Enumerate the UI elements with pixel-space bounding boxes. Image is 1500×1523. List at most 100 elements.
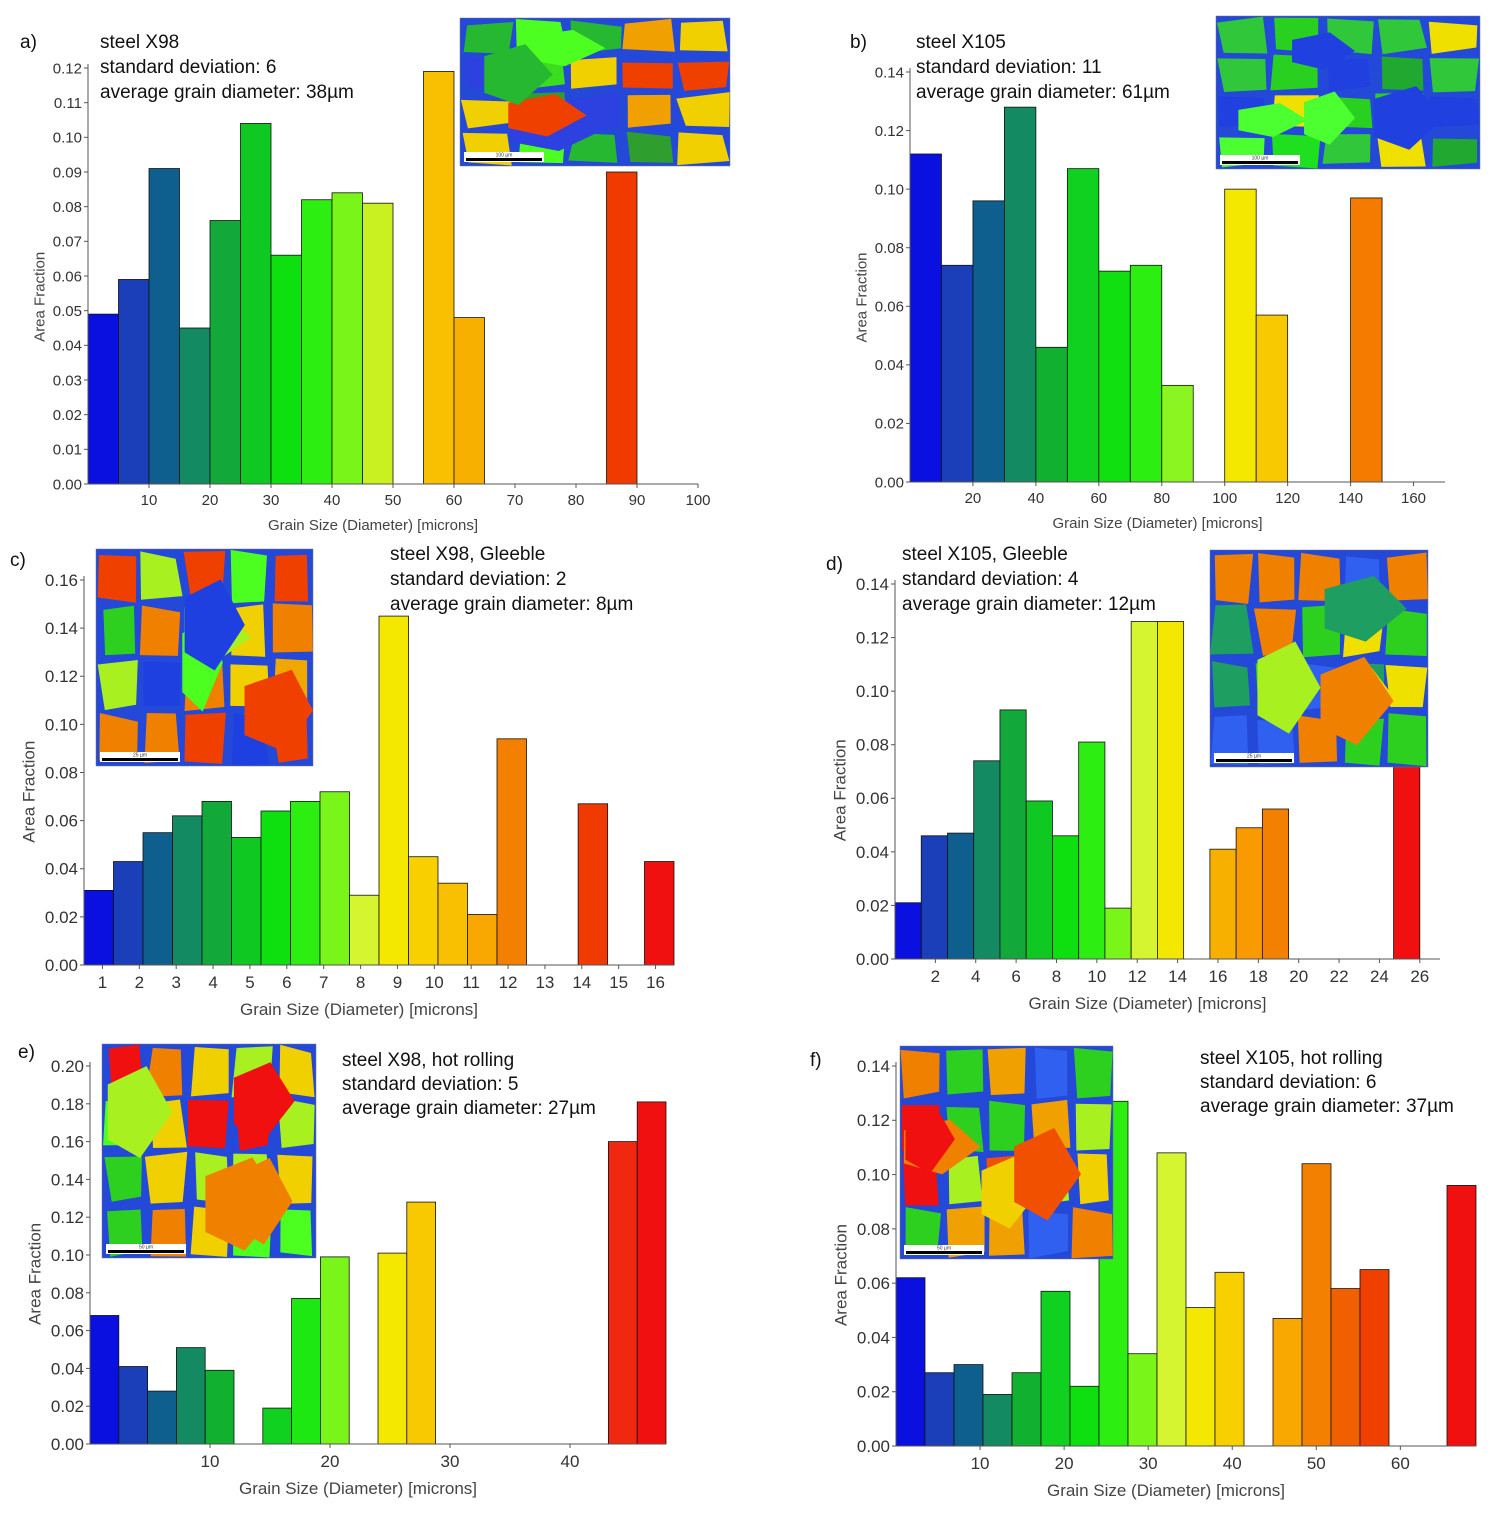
- bar: [231, 837, 262, 966]
- x-axis-title: Grain Size (Diameter) [microns]: [1052, 515, 1262, 532]
- x-tick-label: 13: [535, 973, 554, 992]
- bar: [319, 791, 350, 966]
- y-tick-label: 0.02: [857, 1383, 890, 1402]
- x-tick-label: 1: [98, 973, 107, 992]
- y-tick-label: 0.04: [857, 1328, 890, 1347]
- bar: [87, 313, 119, 485]
- bar: [1185, 1307, 1216, 1447]
- x-tick-label: 24: [1370, 967, 1389, 986]
- microstructure-inset: 25 µm: [1209, 549, 1429, 768]
- y-axis-title: Area Fraction: [832, 1224, 851, 1326]
- bar: [1104, 907, 1132, 960]
- y-tick-label: 0.01: [53, 442, 82, 459]
- y-tick-label: 0.00: [875, 474, 904, 491]
- x-tick-label: 18: [1249, 967, 1268, 986]
- y-tick-label: 0.07: [53, 234, 82, 251]
- bar: [1040, 1290, 1071, 1447]
- bar: [1025, 800, 1053, 960]
- bar: [204, 1369, 235, 1445]
- info-text-line: steel X98, hot rolling: [342, 1050, 514, 1071]
- bar: [909, 153, 942, 483]
- x-tick-label: 12: [1128, 967, 1147, 986]
- info-text-line: standard deviation: 2: [390, 569, 566, 590]
- x-tick-label: 60: [446, 492, 463, 509]
- panel-d-chart: d)0.000.020.040.060.080.100.120.142 4 6 8 10…: [826, 544, 1440, 1013]
- y-axis-title: Area Fraction: [20, 741, 39, 843]
- scale-bar-label: 100 µm: [1252, 156, 1269, 162]
- scale-bar-label: 100 µm: [496, 153, 513, 159]
- y-tick-label: 0.08: [45, 763, 78, 782]
- bar: [636, 1101, 667, 1445]
- microstructure-inset: 100 µm: [459, 17, 731, 167]
- microstructure-inset: 25 µm: [95, 548, 314, 767]
- bar: [89, 1315, 120, 1445]
- y-tick-label: 0.04: [45, 860, 78, 879]
- y-tick-label: 0.08: [856, 736, 889, 755]
- bar: [953, 1364, 984, 1447]
- bar: [1157, 621, 1185, 960]
- y-tick-label: 0.12: [53, 60, 82, 77]
- bar: [262, 1407, 292, 1445]
- x-tick-label: 10: [201, 1452, 220, 1471]
- y-tick-label: 0.10: [856, 682, 889, 701]
- y-tick-label: 0.18: [51, 1095, 84, 1114]
- bars: [894, 621, 1421, 960]
- bar: [1127, 1353, 1158, 1447]
- bar: [941, 264, 974, 483]
- x-tick-label: 20: [202, 492, 219, 509]
- x-tick-label: 12: [499, 973, 518, 992]
- y-tick-label: 0.10: [45, 715, 78, 734]
- bar: [319, 1256, 350, 1445]
- bar: [895, 1277, 926, 1447]
- x-tick-label: 16: [1209, 967, 1228, 986]
- y-tick-label: 0.08: [53, 199, 82, 216]
- bar: [83, 890, 114, 966]
- bar: [1156, 1152, 1187, 1447]
- x-tick-label: 20: [321, 1452, 340, 1471]
- x-tick-label: 60: [1391, 1454, 1410, 1473]
- y-tick-label: 0.12: [856, 629, 889, 648]
- y-tick-label: 0.06: [53, 268, 82, 285]
- y-tick-label: 0.08: [875, 240, 904, 257]
- x-tick-label: 140: [1338, 490, 1363, 507]
- bar: [1130, 621, 1158, 960]
- scale-bar: 100 µm: [464, 152, 544, 162]
- bar: [301, 199, 333, 485]
- x-tick-label: 100: [1212, 490, 1237, 507]
- x-tick-label: 8: [1052, 967, 1061, 986]
- bar: [1011, 1372, 1042, 1447]
- bar: [999, 709, 1027, 960]
- y-tick-label: 0.08: [857, 1220, 890, 1239]
- info-text-line: standard deviation: 4: [902, 569, 1079, 590]
- x-tick-label: 50: [1307, 1454, 1326, 1473]
- info-text-line: standard deviation: 6: [1200, 1072, 1376, 1093]
- y-tick-label: 0.16: [51, 1133, 84, 1152]
- x-tick-label: 6: [1011, 967, 1020, 986]
- y-tick-label: 0.06: [51, 1322, 84, 1341]
- microstructure-inset: 100 µm: [1215, 15, 1481, 170]
- bar: [408, 856, 439, 966]
- bar: [147, 1390, 177, 1445]
- panel-e-chart: e) 0.00 0.02 0.04 0.06 0.08 0.10 0.12 0.14 0.16 0.…: [18, 1042, 667, 1498]
- y-tick-label: 0.12: [857, 1111, 890, 1130]
- y-tick-label: 0.12: [45, 667, 78, 686]
- x-tick-label: 9: [393, 973, 402, 992]
- bar: [378, 615, 409, 966]
- bar: [377, 1252, 408, 1445]
- bar: [1161, 384, 1194, 483]
- y-tick-label: 0.04: [53, 338, 82, 355]
- scale-bar-label: 25 µm: [1247, 754, 1261, 760]
- bar: [1261, 808, 1290, 960]
- x-tick-label: 3: [171, 973, 180, 992]
- scale-bar-label: 50 µm: [139, 1245, 153, 1251]
- y-axis-title: Area Fraction: [32, 252, 49, 342]
- x-tick-label: 30: [263, 492, 280, 509]
- bar: [644, 861, 675, 966]
- bars: [89, 1101, 667, 1445]
- panel-a-chart: a) 0.00 0.01 0.02 0.03 0.04 0.05 0.06 0.07 0.08 0.…: [20, 17, 731, 534]
- bar: [577, 803, 609, 966]
- y-tick-label: 0.06: [875, 299, 904, 316]
- y-tick-label: 0.09: [53, 164, 82, 181]
- bar: [924, 1372, 955, 1447]
- bar: [973, 760, 1001, 960]
